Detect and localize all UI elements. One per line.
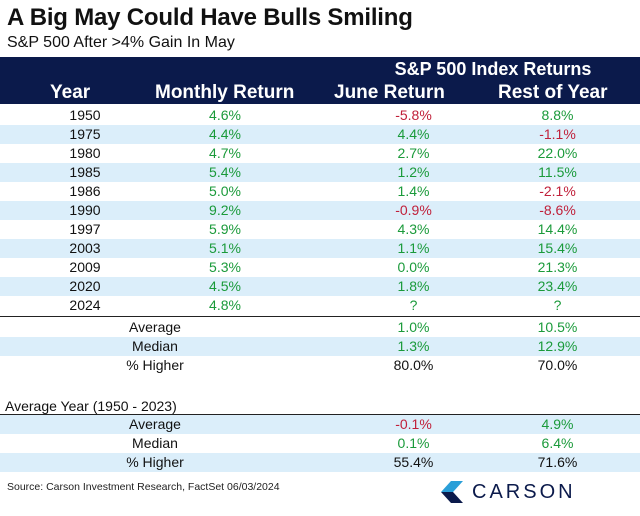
year-cell: 2009 <box>69 259 101 275</box>
summary-row: Average 1.0% 10.5% <box>0 318 640 337</box>
table-row: 1980 4.7% 2.7% 22.0% <box>0 144 640 163</box>
carson-logo-text: CARSON <box>472 481 576 503</box>
june-return-cell: 0.0% <box>397 259 430 275</box>
table-row: 2003 5.1% 1.1% 15.4% <box>0 239 640 258</box>
table-row: 2020 4.5% 1.8% 23.4% <box>0 277 640 296</box>
rest-of-year-cell: -2.1% <box>539 183 576 199</box>
column-header-rest-of-year: Rest of Year <box>498 82 608 103</box>
june-return-cell: -5.8% <box>395 107 432 123</box>
monthly-return-cell: 5.1% <box>209 240 241 256</box>
monthly-return-cell: 5.9% <box>209 221 241 237</box>
rest-of-year-cell: 22.0% <box>537 145 578 161</box>
table-header: S&P 500 Index Returns Year Monthly Retur… <box>0 57 640 104</box>
year-cell: 1975 <box>69 126 101 142</box>
logo-mark-lower <box>441 492 463 503</box>
group-header: S&P 500 Index Returns <box>394 59 592 79</box>
average-year-title: Average Year (1950 - 2023) <box>5 398 177 414</box>
average-year-rest-cell: 71.6% <box>537 454 578 470</box>
chart-subtitle: S&P 500 After >4% Gain In May <box>7 34 235 51</box>
monthly-return-cell: 4.7% <box>209 145 241 161</box>
june-return-cell: 1.2% <box>397 164 430 180</box>
monthly-return-cell: 4.4% <box>209 126 241 142</box>
year-cell: 1980 <box>69 145 101 161</box>
column-header-june-return: June Return <box>334 82 445 103</box>
table-row: 1985 5.4% 1.2% 11.5% <box>0 163 640 182</box>
summary-rest-cell: 70.0% <box>537 357 578 373</box>
average-year-label: Median <box>132 435 178 451</box>
year-cell: 1997 <box>69 221 101 237</box>
year-cell: 2020 <box>69 278 101 294</box>
summary-label: % Higher <box>126 357 184 373</box>
source-note: Source: Carson Investment Research, Fact… <box>7 481 280 493</box>
june-return-cell: 4.3% <box>397 221 430 237</box>
rest-of-year-cell: ? <box>553 297 562 313</box>
year-cell: 2003 <box>69 240 101 256</box>
summary-row: Median 1.3% 12.9% <box>0 337 640 356</box>
average-year-june-cell: -0.1% <box>395 416 432 432</box>
rest-of-year-cell: 23.4% <box>537 278 578 294</box>
average-year-label: % Higher <box>126 454 184 470</box>
average-year-june-cell: 0.1% <box>397 435 430 451</box>
average-year-row: Average -0.1% 4.9% <box>0 415 640 434</box>
june-return-cell: 1.1% <box>397 240 430 256</box>
rest-of-year-cell: -1.1% <box>539 126 576 142</box>
table-row: 2009 5.3% 0.0% 21.3% <box>0 258 640 277</box>
chart-title: A Big May Could Have Bulls Smiling <box>7 4 413 31</box>
rest-of-year-cell: 11.5% <box>538 164 577 180</box>
year-cell: 1985 <box>69 164 101 180</box>
monthly-return-cell: 5.4% <box>209 164 241 180</box>
rest-of-year-cell: 14.4% <box>537 221 578 237</box>
summary-label: Average <box>129 319 181 335</box>
year-cell: 1990 <box>69 202 101 218</box>
june-return-cell: ? <box>409 297 418 313</box>
average-year-row: Median 0.1% 6.4% <box>0 434 640 453</box>
summary-rest-cell: 12.9% <box>537 338 578 354</box>
monthly-return-cell: 5.0% <box>209 183 241 199</box>
rest-of-year-cell: 21.3% <box>537 259 578 275</box>
average-year-row: % Higher 55.4% 71.6% <box>0 453 640 472</box>
table-row: 1997 5.9% 4.3% 14.4% <box>0 220 640 239</box>
summary-row: % Higher 80.0% 70.0% <box>0 356 640 375</box>
monthly-return-cell: 4.5% <box>209 278 241 294</box>
column-header-year: Year <box>50 82 91 103</box>
june-return-cell: 4.4% <box>397 126 430 142</box>
summary-rest-cell: 10.5% <box>537 319 578 335</box>
year-cell: 1950 <box>69 107 101 123</box>
table-row: 2024 4.8%?? <box>0 296 640 315</box>
average-year-rest-cell: 4.9% <box>541 416 574 432</box>
table-row: 1986 5.0% 1.4% -2.1% <box>0 182 640 201</box>
monthly-return-cell: 9.2% <box>209 202 241 218</box>
average-year-label: Average <box>129 416 181 432</box>
average-year-divider <box>0 414 640 415</box>
summary-june-cell: 80.0% <box>393 357 434 373</box>
table-row: 1950 4.6% -5.8% 8.8% <box>0 106 640 125</box>
average-year-rest-cell: 6.4% <box>541 435 574 451</box>
june-return-cell: 2.7% <box>397 145 430 161</box>
june-return-cell: 1.4% <box>397 183 430 199</box>
june-return-cell: -0.9% <box>395 202 432 218</box>
monthly-return-cell: 4.6% <box>209 107 241 123</box>
carson-logo-icon <box>441 481 463 503</box>
june-return-cell: 1.8% <box>397 278 430 294</box>
monthly-return-cell: 5.3% <box>209 259 241 275</box>
summary-june-cell: 1.3% <box>397 338 430 354</box>
table-row: 1990 9.2% -0.9% -8.6% <box>0 201 640 220</box>
rest-of-year-cell: 15.4% <box>537 240 578 256</box>
logo-mark-upper <box>441 481 463 492</box>
rest-of-year-cell: 8.8% <box>541 107 574 123</box>
average-year-june-cell: 55.4% <box>393 454 434 470</box>
rest-of-year-cell: -8.6% <box>539 202 576 218</box>
column-header-monthly-return: Monthly Return <box>155 82 295 103</box>
monthly-return-cell: 4.8% <box>209 297 241 313</box>
summary-label: Median <box>132 338 178 354</box>
summary-divider <box>0 316 640 317</box>
year-cell: 1986 <box>69 183 101 199</box>
table-row: 1975 4.4% 4.4% -1.1% <box>0 125 640 144</box>
year-cell: 2024 <box>69 297 101 313</box>
summary-june-cell: 1.0% <box>397 319 430 335</box>
